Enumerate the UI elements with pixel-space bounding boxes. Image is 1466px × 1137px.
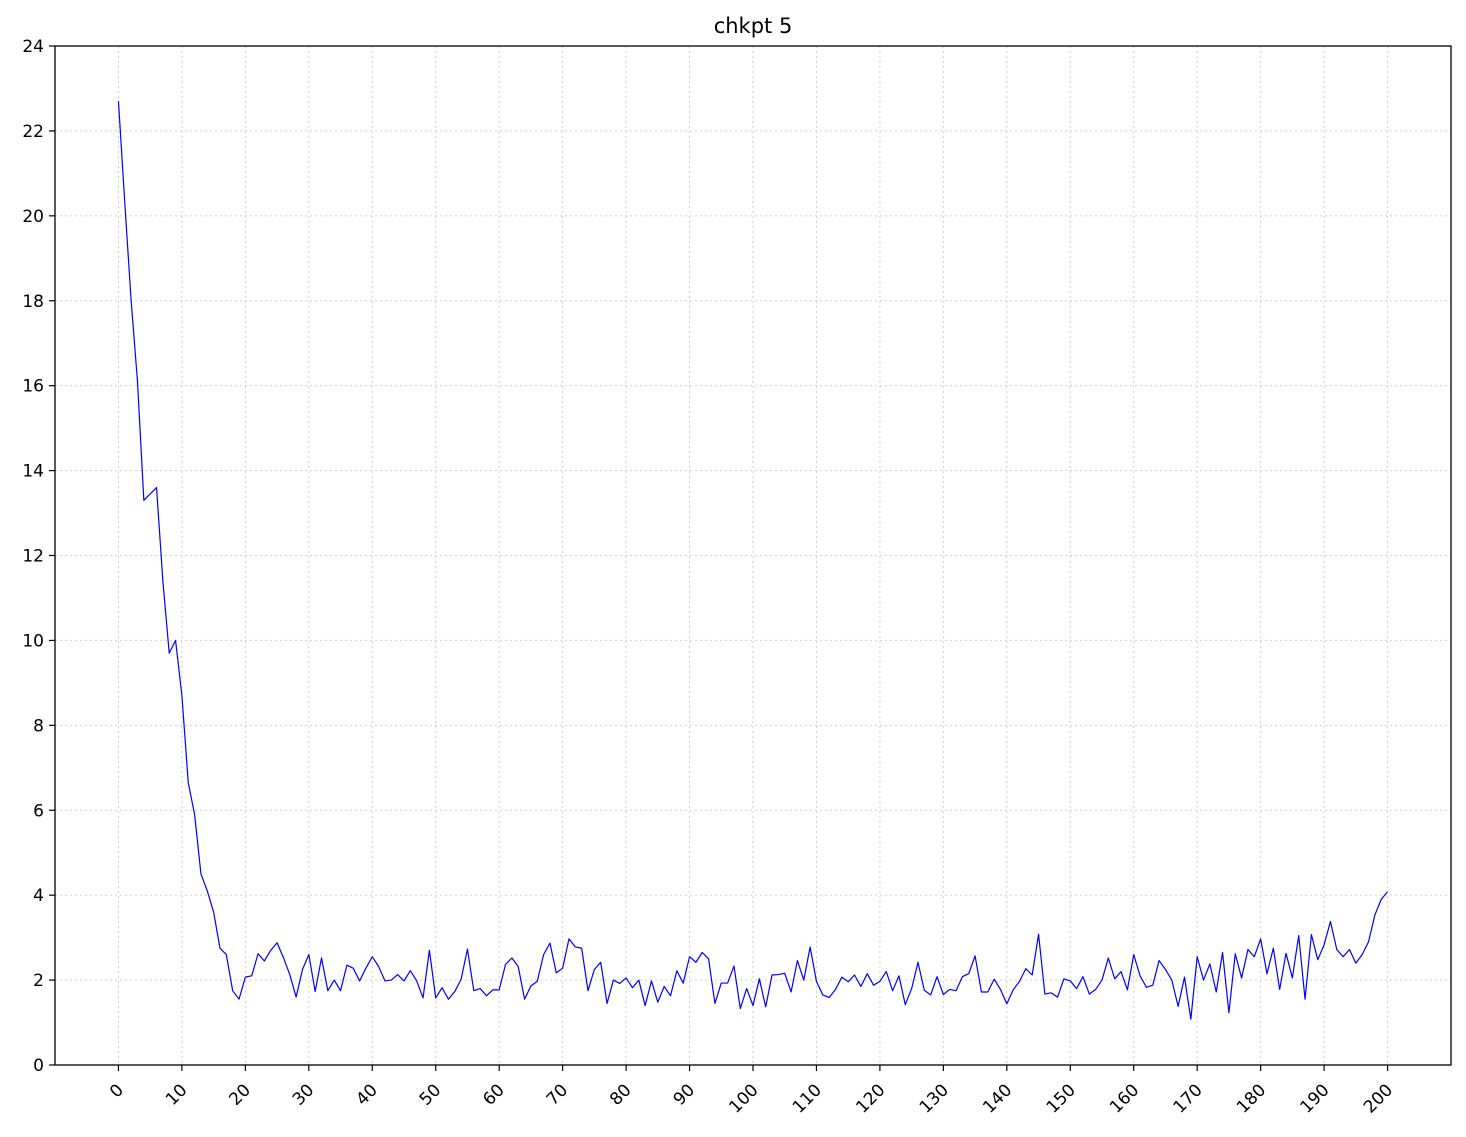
x-tick-label: 70 — [543, 1080, 572, 1109]
y-tick-label: 8 — [33, 716, 44, 736]
y-tick-label: 0 — [33, 1056, 44, 1076]
y-tick-label: 2 — [33, 971, 44, 991]
x-tick-label: 90 — [670, 1080, 699, 1109]
x-tick-label: 150 — [1043, 1080, 1080, 1117]
x-tick-label: 140 — [979, 1080, 1016, 1117]
x-tick-label: 120 — [852, 1080, 889, 1117]
x-axis: 0 10 20 30 40 50 60 70 80 90 100 110 120 130 140 150 160… — [106, 1065, 1397, 1117]
x-tick-label: 10 — [162, 1080, 191, 1109]
y-tick-label: 24 — [22, 37, 44, 57]
x-tick-label: 50 — [416, 1080, 445, 1109]
y-tick-label: 20 — [22, 207, 44, 227]
x-tick-label: 200 — [1360, 1080, 1397, 1117]
y-tick-label: 18 — [22, 292, 44, 312]
x-tick-label: 0 — [106, 1080, 128, 1102]
x-tick-label: 130 — [916, 1080, 953, 1117]
x-tick-label: 160 — [1106, 1080, 1143, 1117]
chart-title: chkpt 5 — [714, 14, 793, 38]
x-tick-label: 170 — [1170, 1080, 1207, 1117]
x-tick-label: 60 — [479, 1080, 508, 1109]
x-tick-label: 100 — [725, 1080, 762, 1117]
x-tick-label: 20 — [225, 1080, 254, 1109]
y-tick-label: 10 — [22, 631, 44, 651]
x-tick-label: 110 — [789, 1080, 826, 1117]
y-tick-label: 12 — [22, 547, 44, 567]
x-tick-label: 30 — [289, 1080, 318, 1109]
x-tick-label: 40 — [352, 1080, 381, 1109]
y-tick-label: 22 — [22, 122, 44, 142]
series-line — [117, 101, 1389, 1020]
x-tick-label: 190 — [1297, 1080, 1334, 1117]
grid-lines — [55, 46, 1451, 1065]
y-tick-label: 14 — [22, 462, 44, 482]
x-tick-label: 80 — [606, 1080, 635, 1109]
x-tick-label: 180 — [1233, 1080, 1270, 1117]
y-tick-label: 6 — [33, 801, 44, 821]
y-tick-label: 4 — [33, 886, 44, 906]
series-group — [117, 101, 1389, 1020]
y-tick-label: 16 — [22, 377, 44, 397]
